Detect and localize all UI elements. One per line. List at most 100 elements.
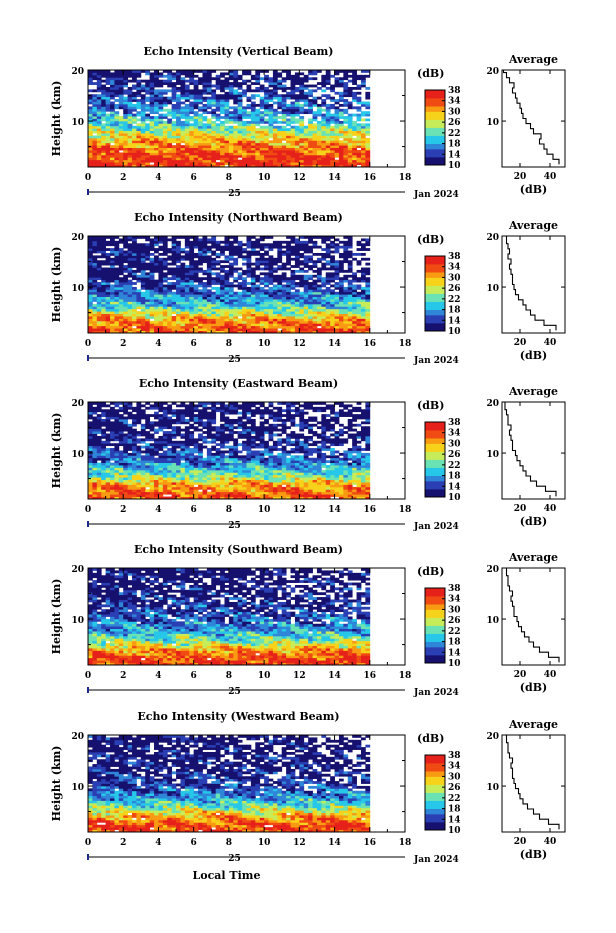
heatmap-cell — [269, 311, 274, 314]
heatmap-cell — [97, 123, 102, 126]
heatmap-cell — [229, 152, 234, 155]
heatmap-cell — [132, 72, 137, 75]
heatmap-cell — [295, 258, 300, 261]
heatmap-cell — [88, 275, 93, 278]
heatmap-cell — [189, 285, 194, 288]
heatmap-cell — [220, 148, 225, 151]
heatmap-cell — [255, 114, 260, 117]
heatmap-cell — [136, 294, 141, 297]
heatmap-cell — [335, 311, 340, 314]
heatmap-cell — [304, 304, 309, 307]
heatmap-cell — [154, 121, 159, 124]
heatmap-cell — [277, 116, 282, 119]
heatmap-cells — [88, 70, 370, 167]
heatmap-cell — [176, 484, 181, 487]
heatmap-cell — [251, 311, 256, 314]
heatmap-cell — [180, 251, 185, 254]
heatmap-cell — [352, 316, 357, 319]
heatmap-cell — [277, 306, 282, 309]
heatmap-cell — [101, 89, 106, 92]
heatmap-cell — [291, 97, 296, 100]
heatmap-cell — [194, 287, 199, 290]
heatmap-cell — [202, 238, 207, 241]
heatmap-cell — [202, 311, 207, 314]
heatmap-cell — [92, 314, 97, 317]
heatmap-cell — [291, 75, 296, 78]
heatmap-cell — [216, 314, 221, 317]
heatmap-cell — [158, 263, 163, 266]
heatmap-cell — [229, 304, 234, 307]
heatmap-cell — [145, 294, 150, 297]
heatmap-cell — [176, 326, 181, 329]
heatmap-cell — [141, 268, 146, 271]
heatmap-cell — [238, 135, 243, 138]
heatmap-cell — [114, 323, 119, 326]
heatmap-cell — [255, 492, 260, 495]
heatmap-cell — [229, 258, 234, 261]
heatmap-cell — [242, 297, 247, 300]
heatmap-cell — [150, 99, 155, 102]
heatmap-cell — [128, 292, 133, 295]
heatmap-cell — [361, 304, 366, 307]
heatmap-cell — [247, 251, 252, 254]
heatmap-cell — [189, 97, 194, 100]
heatmap-cell — [229, 292, 234, 295]
heatmap-cell — [158, 140, 163, 143]
heatmap-cell — [163, 484, 168, 487]
heatmap-cell — [110, 241, 115, 244]
heatmap-cell — [269, 316, 274, 319]
heatmap-cell — [343, 314, 348, 317]
heatmap-cell — [216, 492, 221, 495]
heatmap-cell — [348, 133, 353, 136]
heatmap-cell — [308, 282, 313, 285]
heatmap-cell — [242, 94, 247, 97]
heatmap-cell — [242, 318, 247, 321]
heatmap-cell — [343, 277, 348, 280]
heatmap-cell — [114, 301, 119, 304]
heatmap-cell — [207, 318, 212, 321]
heatmap-cell — [357, 314, 362, 317]
heatmap-cell — [145, 97, 150, 100]
heatmap-cell — [255, 328, 260, 331]
heatmap-cell — [101, 294, 106, 297]
heatmap-cell — [260, 299, 265, 302]
heatmap-cell — [326, 109, 331, 112]
heatmap-cell — [97, 77, 102, 80]
heatmap-cell — [326, 243, 331, 246]
heatmap-cell — [326, 128, 331, 131]
heatmap-cell — [299, 119, 304, 122]
heatmap-cell — [291, 82, 296, 85]
heatmap-cell — [176, 489, 181, 492]
heatmap-cell — [92, 280, 97, 283]
heatmap-cell — [180, 265, 185, 268]
heatmap-cell — [185, 309, 190, 312]
heatmap-cell — [304, 328, 309, 331]
heatmap-cell — [216, 287, 221, 290]
heatmap-cell — [273, 299, 278, 302]
heatmap-cell — [295, 97, 300, 100]
heatmap-cell — [361, 238, 366, 241]
heatmap-cell — [202, 123, 207, 126]
heatmap-cell — [264, 87, 269, 90]
heatmap-cell — [207, 238, 212, 241]
heatmap-cell — [189, 243, 194, 246]
heatmap-cell — [247, 311, 252, 314]
heatmap-cell — [145, 484, 150, 487]
heatmap-cell — [308, 241, 313, 244]
heatmap-cell — [211, 133, 216, 136]
heatmap-cell — [224, 145, 229, 148]
heatmap-cell — [106, 268, 111, 271]
heatmap-cell — [211, 241, 216, 244]
heatmap-cell — [304, 265, 309, 268]
heatmap-cell — [277, 157, 282, 160]
heatmap-cell — [114, 80, 119, 83]
heatmap-cell — [308, 326, 313, 329]
heatmap-cell — [255, 160, 260, 163]
heatmap-cell — [352, 321, 357, 324]
heatmap-cell — [172, 304, 177, 307]
heatmap-cell — [308, 155, 313, 158]
heatmap-cell — [229, 131, 234, 134]
heatmap-cell — [150, 89, 155, 92]
heatmap-cell — [365, 126, 370, 129]
heatmap-cell — [119, 85, 124, 88]
